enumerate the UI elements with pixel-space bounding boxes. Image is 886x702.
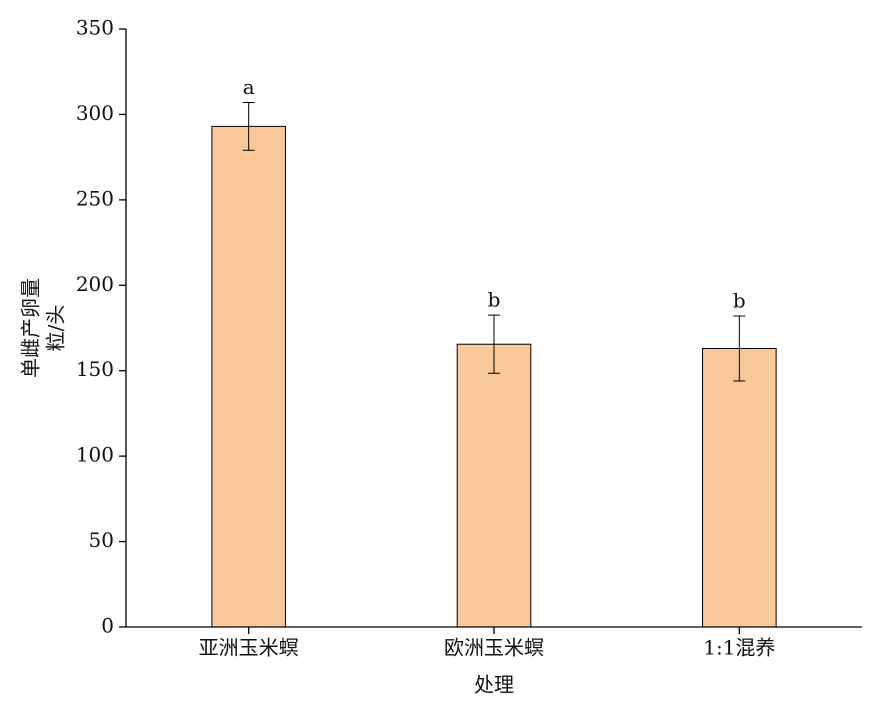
significance-letter: b	[488, 288, 501, 312]
significance-letter: a	[243, 75, 255, 99]
error-bar	[242, 101, 255, 151]
y-tick-label: 300	[76, 101, 114, 125]
error-bar	[733, 315, 746, 382]
y-tick-label: 250	[76, 186, 114, 210]
y-tick-label: 350	[76, 16, 114, 40]
x-tick-label: 亚洲玉米螟	[199, 636, 299, 660]
y-tick-label: 150	[76, 357, 114, 381]
bar	[211, 125, 286, 628]
y-tick-label: 100	[76, 443, 114, 467]
error-bar	[488, 314, 500, 374]
x-tick-label: 1:1混养	[703, 636, 775, 660]
bar	[456, 343, 532, 628]
x-tick-label: 欧洲玉米螟	[444, 636, 544, 660]
y-axis-title-line: 单雌产卵量	[19, 278, 43, 378]
y-tick-label: 50	[89, 528, 114, 552]
y-tick-label: 0	[101, 614, 114, 638]
x-axis-title: 处理	[474, 673, 514, 697]
y-tick-label: 200	[76, 272, 114, 296]
y-axis-title: 单雌产卵量 粒/头	[19, 278, 68, 378]
y-axis-title-line: 粒/头	[44, 305, 68, 352]
bar	[702, 348, 777, 628]
significance-letter: b	[733, 289, 746, 313]
